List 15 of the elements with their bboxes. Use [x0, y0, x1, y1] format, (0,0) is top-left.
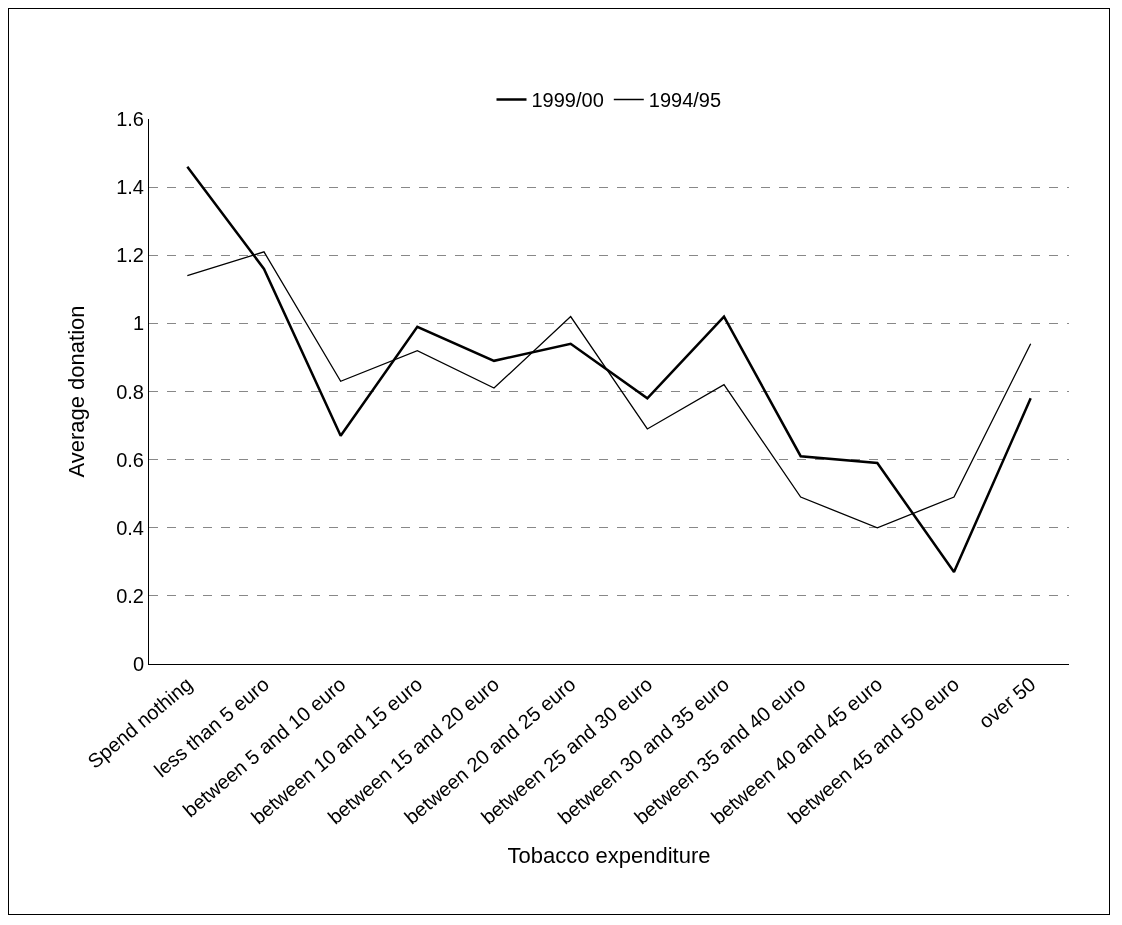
y-tick-label: 0: [132, 653, 144, 675]
y-tick-label: 1: [132, 312, 144, 335]
y-tick-label: 0.6: [116, 448, 144, 471]
line-series: [186, 165, 1032, 574]
x-tick-label: over 50: [974, 672, 1040, 733]
y-tick-label: 0.2: [116, 584, 144, 607]
y-tick-label: 0.8: [116, 380, 144, 403]
y-tick-label: 1.4: [116, 176, 144, 199]
legend-label: 1999/00: [531, 89, 604, 112]
y-tick-label: 1.6: [116, 108, 144, 130]
x-axis-title: Tobacco expenditure: [507, 843, 711, 869]
legend-label: 1994/95: [648, 89, 722, 112]
y-tick-label: 1.2: [116, 244, 144, 267]
y-axis-title: Average donation: [63, 305, 89, 478]
y-tick-label: 0.4: [116, 516, 144, 539]
